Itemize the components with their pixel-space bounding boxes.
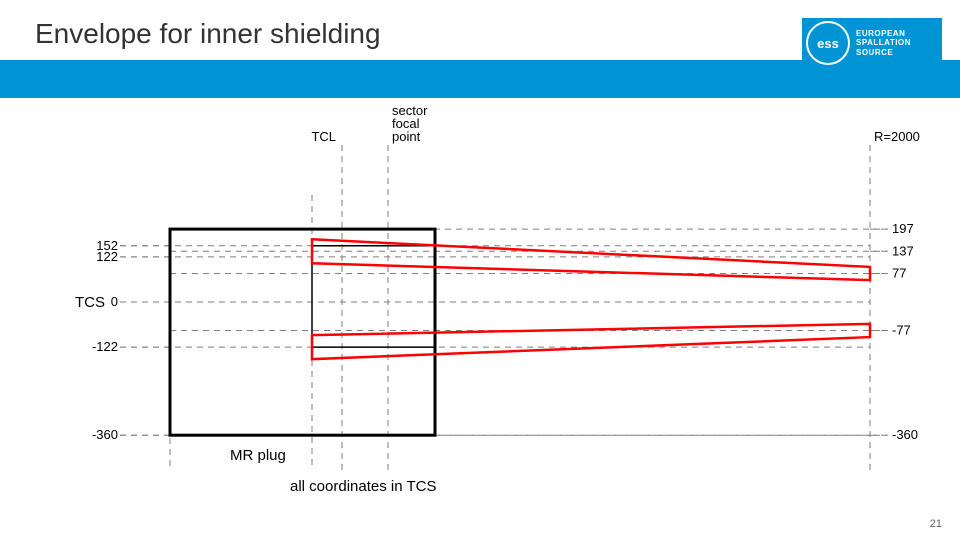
- svg-text:77: 77: [892, 266, 906, 281]
- svg-text:137: 137: [892, 243, 914, 258]
- caption: all coordinates in TCS: [290, 478, 436, 495]
- svg-text:-360: -360: [92, 427, 118, 442]
- svg-text:122: 122: [96, 249, 118, 264]
- svg-text:MR plug: MR plug: [230, 447, 286, 464]
- svg-text:197: 197: [892, 221, 914, 236]
- svg-text:0: 0: [111, 294, 118, 309]
- page-number: 21: [930, 518, 942, 530]
- svg-text:-122: -122: [92, 339, 118, 354]
- svg-text:TCS: TCS: [75, 294, 105, 311]
- svg-text:point: point: [392, 129, 421, 144]
- svg-text:-77: -77: [892, 322, 911, 337]
- svg-text:R=2000: R=2000: [874, 129, 920, 144]
- svg-text:TCL: TCL: [311, 129, 336, 144]
- envelope-diagram: 1521220-122-36019713777-77-360TCLsectorf…: [0, 0, 960, 540]
- svg-text:-360: -360: [892, 427, 918, 442]
